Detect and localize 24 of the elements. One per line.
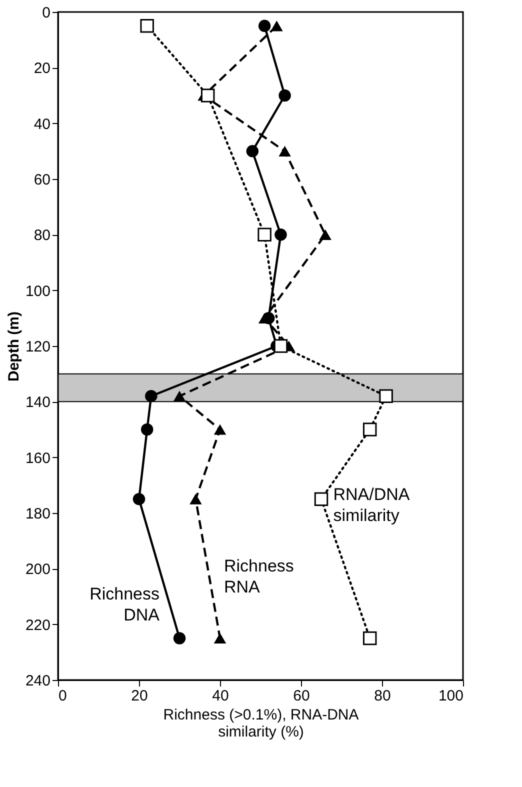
y-tick-label: 40 bbox=[34, 116, 50, 133]
y-axis-title: Depth (m) bbox=[5, 312, 22, 382]
x-tick-label: 100 bbox=[438, 688, 464, 704]
series-label: Richness RNA bbox=[224, 556, 294, 596]
y-tick-label: 100 bbox=[25, 282, 50, 300]
y-tick-label: 120 bbox=[25, 338, 50, 356]
y-tick-label: 160 bbox=[25, 450, 50, 467]
y-tick-label: 0 bbox=[42, 4, 50, 22]
series-label: RNA/DNA similarity bbox=[333, 485, 410, 526]
x-tick-label: 40 bbox=[212, 688, 229, 704]
y-tick-label: 240 bbox=[25, 672, 50, 690]
y-tick-label: 20 bbox=[34, 60, 50, 78]
y-tick-label: 200 bbox=[25, 561, 50, 578]
y-tick-label: 180 bbox=[25, 506, 50, 522]
x-tick-label: 60 bbox=[293, 688, 310, 704]
y-tick-label: 60 bbox=[34, 172, 50, 188]
series-label: Richness DNA bbox=[90, 584, 160, 624]
x-tick-label: 20 bbox=[131, 688, 148, 704]
y-tick-label: 140 bbox=[25, 394, 50, 412]
x-axis-title: Richness (>0.1%), RNA-DNA similarity (%) bbox=[163, 706, 359, 740]
x-tick-label: 0 bbox=[58, 688, 67, 704]
y-tick-label: 220 bbox=[25, 616, 50, 634]
y-tick-label: 80 bbox=[34, 227, 50, 244]
x-tick-label: 80 bbox=[374, 688, 391, 704]
